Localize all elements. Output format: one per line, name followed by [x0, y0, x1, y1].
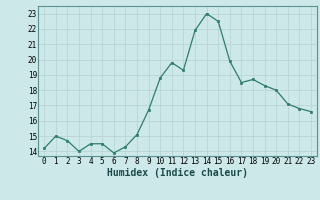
X-axis label: Humidex (Indice chaleur): Humidex (Indice chaleur) [107, 168, 248, 178]
